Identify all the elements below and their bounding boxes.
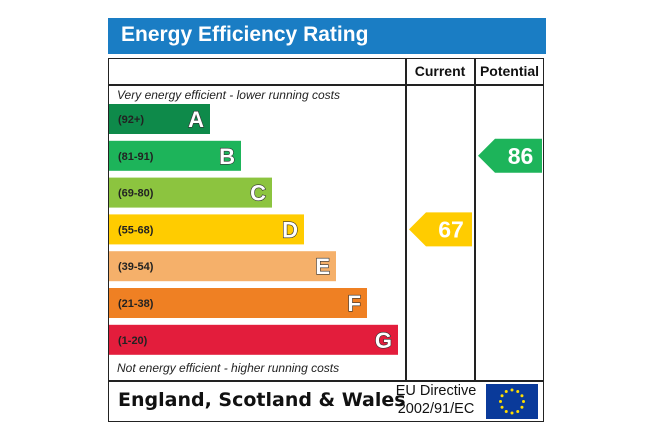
band-range-b: (81-91) bbox=[118, 151, 154, 163]
band-bar-e bbox=[109, 251, 336, 282]
band-letter-f: F bbox=[348, 291, 361, 316]
eu-star bbox=[510, 411, 514, 415]
chart-title: Energy Efficiency Rating bbox=[121, 23, 369, 46]
title-bar: Energy Efficiency Rating bbox=[108, 18, 546, 54]
eu-star bbox=[504, 390, 508, 394]
eu-star bbox=[500, 405, 504, 409]
band-letter-d: D bbox=[282, 217, 298, 242]
eu-star bbox=[516, 409, 520, 413]
top-note: Very energy efficient - lower running co… bbox=[117, 88, 340, 102]
eu-star bbox=[520, 405, 524, 409]
band-range-g: (1-20) bbox=[118, 335, 148, 347]
potential-rating-value: 86 bbox=[508, 143, 534, 169]
current-rating-arrow bbox=[409, 212, 472, 247]
band-letter-g: G bbox=[375, 328, 392, 353]
potential-rating-arrow bbox=[478, 138, 542, 173]
footer-region: England, Scotland & Wales bbox=[118, 389, 406, 411]
eu-star bbox=[504, 409, 508, 413]
current-column-header: Current bbox=[414, 63, 466, 79]
band-range-a: (92+) bbox=[118, 114, 144, 126]
eu-star bbox=[500, 394, 504, 398]
eu-star bbox=[520, 394, 524, 398]
band-bar-d bbox=[109, 214, 304, 245]
band-range-f: (21-38) bbox=[118, 298, 154, 310]
potential-column-header: Potential bbox=[479, 63, 540, 79]
directive-line2: 2002/91/EC bbox=[397, 401, 475, 417]
band-range-d: (55-68) bbox=[118, 224, 154, 236]
current-rating-value: 67 bbox=[438, 216, 464, 242]
band-range-e: (39-54) bbox=[118, 261, 154, 273]
current-column-divider bbox=[405, 58, 407, 381]
band-bar-a bbox=[109, 104, 210, 134]
band-letter-b: B bbox=[219, 144, 235, 169]
header-divider bbox=[108, 84, 544, 86]
eu-flag-icon bbox=[486, 384, 538, 419]
eu-star bbox=[499, 400, 502, 403]
band-bar-b bbox=[109, 140, 241, 171]
band-letter-a: A bbox=[188, 107, 204, 132]
footer-divider bbox=[108, 380, 544, 382]
bottom-note: Not energy efficient - higher running co… bbox=[117, 361, 340, 375]
band-bar-c bbox=[109, 177, 272, 208]
chart-frame bbox=[108, 58, 544, 422]
potential-column-divider bbox=[474, 58, 476, 381]
band-letter-c: C bbox=[250, 181, 266, 206]
band-range-c: (69-80) bbox=[118, 188, 154, 200]
band-bar-f bbox=[109, 288, 367, 318]
eu-star bbox=[516, 390, 520, 394]
band-letter-e: E bbox=[315, 254, 330, 279]
eu-star bbox=[522, 400, 525, 403]
eu-star bbox=[510, 388, 514, 392]
eu-directive: EU Directive 2002/91/EC bbox=[390, 382, 482, 418]
directive-line1: EU Directive bbox=[395, 383, 477, 399]
band-bar-g bbox=[109, 324, 398, 355]
